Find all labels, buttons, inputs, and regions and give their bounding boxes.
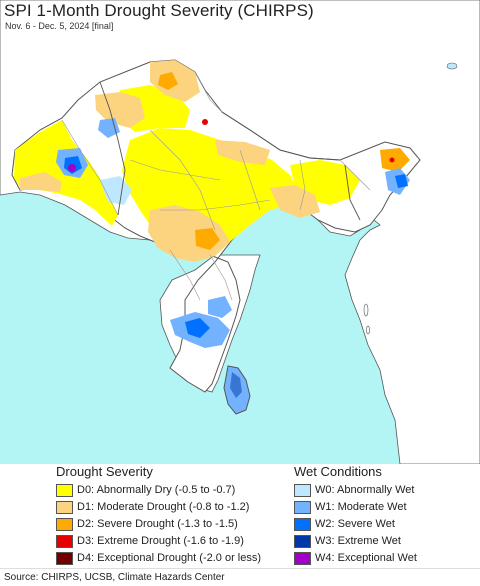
sri-lanka-dark [230,372,242,398]
swatch-d4 [56,551,73,565]
d2-region-central [195,228,220,250]
d3-spot-ne [389,157,395,163]
legend-item-d3: D3: Extreme Drought (-1.6 to -1.9) [56,533,244,549]
d2-region-north [158,72,178,90]
country-borders [99,81,361,221]
d3-spot-north [202,119,208,125]
legend-label-w4: W4: Exceptional Wet [315,552,417,564]
legend: Drought Severity D0: Abnormally Dry (-0.… [0,464,480,568]
legend-label-w2: W2: Severe Wet [315,518,395,530]
w2-region-south [185,318,210,338]
legend-label-d4: D4: Exceptional Drought (-2.0 or less) [77,552,262,564]
d1-region-east [270,185,320,218]
legend-label-w1: W1: Moderate Wet [315,501,407,513]
d2-region-northeast [380,148,410,172]
swatch-d1 [56,500,73,514]
legend-item-w4: W4: Exceptional Wet [294,550,417,566]
swatch-w0 [294,483,311,497]
andaman-islands [363,303,370,335]
lake-tibet [446,62,458,70]
legend-label-w0: W0: Abnormally Wet [315,484,415,496]
drought-map [0,0,480,464]
w4-spot-pakistan [68,164,76,172]
swatch-w2 [294,517,311,531]
legend-label-d3: D3: Extreme Drought (-1.6 to -1.9) [77,535,244,547]
legend-item-d1: D1: Moderate Drought (-0.8 to -1.2) [56,499,249,515]
legend-label-d1: D1: Moderate Drought (-0.8 to -1.2) [77,501,250,513]
w1-region-north [98,118,120,138]
legend-item-d4: D4: Exceptional Drought (-2.0 or less) [56,550,261,566]
map-title: SPI 1-Month Drought Severity (CHIRPS) [4,1,314,20]
legend-item-w3: W3: Extreme Wet [294,533,401,549]
legend-item-w2: W2: Severe Wet [294,516,395,532]
legend-item-w1: W1: Moderate Wet [294,499,407,515]
source-credit: Source: CHIRPS, UCSB, Climate Hazards Ce… [4,572,225,583]
internal-borders [61,71,371,301]
drought-legend-heading: Drought Severity [56,464,153,479]
legend-label-d0: D0: Abnormally Dry (-0.5 to -0.7) [77,484,236,496]
d1-region-pakistan [20,172,62,192]
w1-region-east-coast [208,296,232,318]
footer-divider [0,568,480,569]
map-subtitle: Nov. 6 - Dec. 5, 2024 [final] [5,21,114,31]
legend-label-d2: D2: Severe Drought (-1.3 to -1.5) [77,518,238,530]
legend-item-d2: D2: Severe Drought (-1.3 to -1.5) [56,516,238,532]
swatch-w4 [294,551,311,565]
swatch-w1 [294,500,311,514]
legend-label-w3: W3: Extreme Wet [315,535,401,547]
legend-item-w0: W0: Abnormally Wet [294,482,414,498]
w0-region-central [100,176,132,205]
wet-legend-heading: Wet Conditions [294,464,382,479]
d1-region-himalaya [215,140,270,165]
swatch-d2 [56,517,73,531]
swatch-w3 [294,534,311,548]
legend-item-d0: D0: Abnormally Dry (-0.5 to -0.7) [56,482,235,498]
swatch-d3 [56,534,73,548]
w2-region-northeast [395,174,408,188]
swatch-d0 [56,483,73,497]
